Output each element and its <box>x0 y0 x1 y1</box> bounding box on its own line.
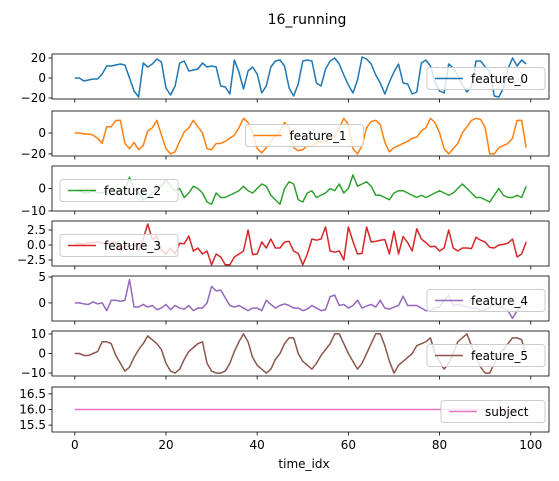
panel-subject: 15.516.0 16.5 0 20 40 60 80 100 subject <box>19 386 550 452</box>
series-line-feature_1 <box>74 117 527 155</box>
y-tick-label: 20 <box>31 51 46 65</box>
x-tick-label: 100 <box>519 438 542 452</box>
y-tick-label: 2.5 <box>27 223 46 237</box>
legend-label: feature_4 <box>471 294 528 308</box>
legend-feature_2: feature_2 <box>59 179 179 202</box>
panel-feature_1: −20 0 feature_1 <box>21 110 550 161</box>
panel-feature_2: −10 0 feature_2 <box>21 165 550 218</box>
panel-feature_0: −20 0 20 feature_0 <box>21 51 550 105</box>
axes-frame <box>51 110 550 157</box>
y-tick-label: −2.5 <box>17 253 46 267</box>
legend-feature_3: feature_3 <box>59 234 179 257</box>
y-tick-label: 0 <box>38 126 46 140</box>
axes-frame <box>51 275 550 322</box>
legend-box <box>59 234 179 257</box>
y-tick-label: −10 <box>21 204 46 218</box>
legend-box <box>426 344 546 367</box>
y-tick-label: 0 <box>38 182 46 196</box>
legend-subject: subject <box>440 400 546 423</box>
y-tick-label: 10 <box>31 327 46 341</box>
x-axis-label: time_idx <box>278 457 329 471</box>
legend-box <box>426 289 546 312</box>
panel-feature_5: −10 0 10 feature_5 <box>21 327 550 380</box>
y-tick-label: 15.5 <box>19 418 46 432</box>
chart-title: 16_running <box>268 12 347 28</box>
axes-frame <box>51 53 550 100</box>
legend-box <box>426 67 546 90</box>
y-tick-label: 0 <box>38 71 46 85</box>
series-line-feature_0 <box>74 56 527 98</box>
y-tick-label: −20 <box>21 91 46 105</box>
legend-label: subject <box>485 405 529 419</box>
legend-feature_0: feature_0 <box>426 67 546 90</box>
axes-frame <box>51 220 550 267</box>
legend-box <box>245 124 364 147</box>
panel-feature_4: 0 5 feature_4 <box>38 270 550 325</box>
panel-feature_3: −2.50.02.5 feature_3 <box>17 220 550 270</box>
legend-label: feature_0 <box>471 72 528 86</box>
subplots: −20 0 20 feature_0 −20 0 feature_1 −10 0 feature_… <box>17 51 550 452</box>
y-tick-label: 0.0 <box>27 238 46 252</box>
y-tick-label: 5 <box>38 270 46 284</box>
y-tick-label: 0 <box>38 347 46 361</box>
legend-feature_1: feature_1 <box>245 124 364 147</box>
y-tick-label: −10 <box>21 366 46 380</box>
legend-box <box>59 179 179 202</box>
legend-label: feature_2 <box>104 184 161 198</box>
y-tick-label: −20 <box>21 147 46 161</box>
series-line-feature_3 <box>74 223 527 266</box>
x-tick-label: 60 <box>341 438 356 452</box>
legend-label: feature_1 <box>290 129 347 143</box>
x-tick-label: 20 <box>158 438 173 452</box>
legend-label: feature_3 <box>104 239 161 253</box>
y-tick-label: 0 <box>38 296 46 310</box>
x-tick-label: 0 <box>71 438 79 452</box>
y-tick-label: 16.5 <box>19 387 46 401</box>
legend-label: feature_5 <box>471 349 528 363</box>
legend-feature_5: feature_5 <box>426 344 546 367</box>
legend-box <box>440 400 546 423</box>
legend-feature_4: feature_4 <box>426 289 546 312</box>
y-tick-label: 16.0 <box>19 403 46 417</box>
x-tick-label: 80 <box>432 438 447 452</box>
x-tick-label: 40 <box>250 438 265 452</box>
